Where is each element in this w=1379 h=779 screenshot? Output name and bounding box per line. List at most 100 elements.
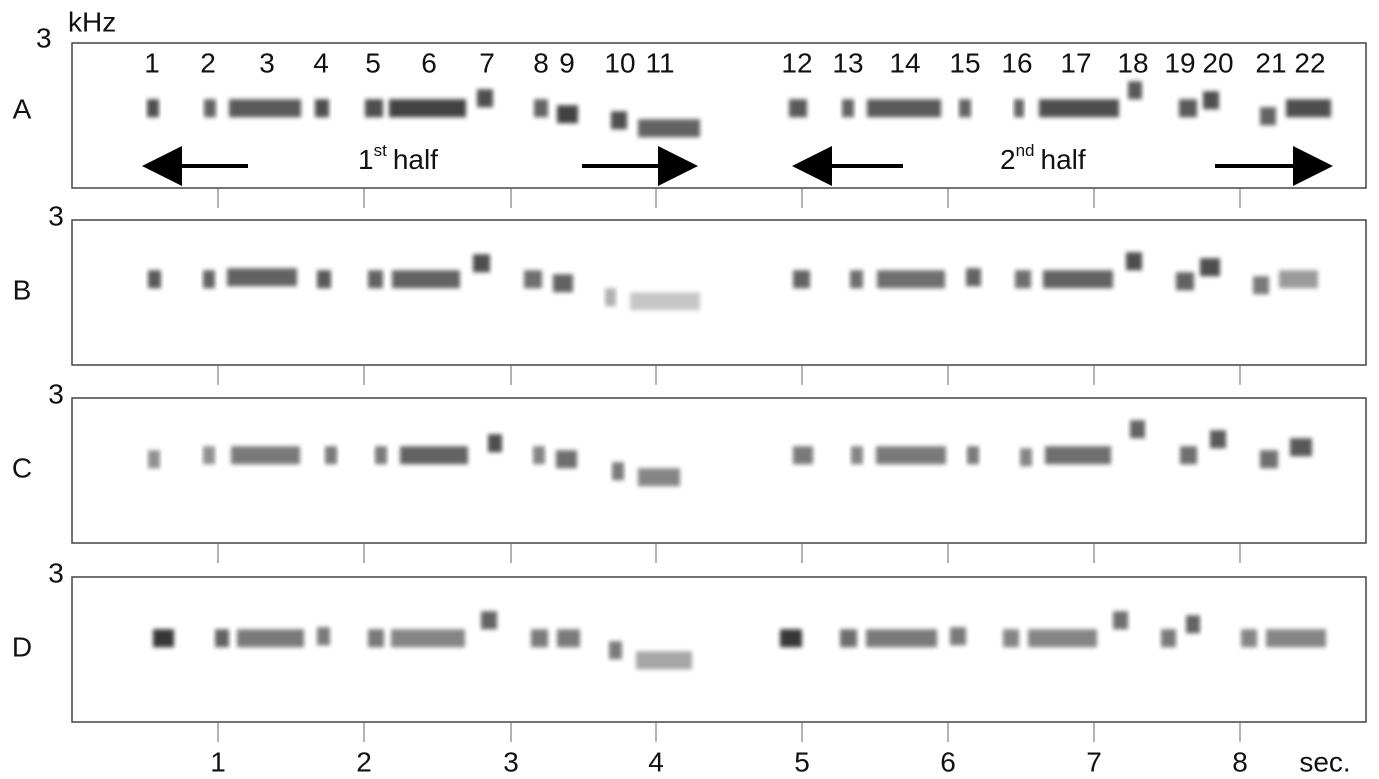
syllable <box>1113 611 1128 630</box>
syllable <box>203 270 215 289</box>
syllable <box>850 270 863 289</box>
syllable <box>389 99 466 118</box>
syllable <box>1200 258 1220 277</box>
syllable <box>877 270 945 289</box>
syllable <box>227 268 297 287</box>
syllable <box>636 651 692 670</box>
syllable <box>1176 272 1194 291</box>
note-number: 4 <box>313 47 329 78</box>
syllable <box>1279 270 1318 289</box>
note-number: 18 <box>1117 47 1148 78</box>
time-tick-label: 6 <box>940 746 956 777</box>
syllable <box>477 89 493 108</box>
syllable <box>368 629 384 648</box>
syllable <box>315 99 329 118</box>
note-number: 8 <box>533 47 549 78</box>
syllable <box>1128 81 1142 100</box>
time-tick-label: 8 <box>1232 746 1248 777</box>
syllable <box>1266 629 1326 648</box>
syllable <box>966 268 981 287</box>
syllable <box>1014 99 1024 118</box>
syllable <box>215 629 229 648</box>
syllable <box>1290 438 1312 457</box>
syllable <box>325 446 337 465</box>
syllable <box>1028 629 1097 648</box>
half-label: 1st half <box>358 141 438 175</box>
syllable <box>524 270 542 289</box>
panel-label: D <box>12 631 32 662</box>
syllable <box>237 629 304 648</box>
syllable <box>1130 420 1145 439</box>
syllable <box>842 99 854 118</box>
note-number: 22 <box>1294 47 1325 78</box>
syllable <box>1203 91 1219 110</box>
syllable <box>481 611 497 630</box>
note-number: 3 <box>259 47 275 78</box>
syllable <box>556 450 577 469</box>
time-tick-label: 1 <box>210 746 226 777</box>
note-number: 19 <box>1164 47 1195 78</box>
syllable <box>148 270 161 289</box>
syllable <box>147 99 159 118</box>
time-tick-label: 3 <box>503 746 519 777</box>
note-number: 7 <box>479 47 495 78</box>
syllable <box>531 629 548 648</box>
freq-unit: kHz <box>68 6 116 37</box>
syllable <box>400 446 468 465</box>
syllable <box>1043 270 1113 289</box>
syllable <box>1260 450 1278 469</box>
syllable <box>967 446 979 465</box>
syllable <box>534 99 548 118</box>
syllable <box>533 446 545 465</box>
syllable <box>638 119 700 138</box>
syllable <box>950 627 966 646</box>
syllable <box>1253 276 1269 295</box>
note-number: 5 <box>365 47 381 78</box>
syllable <box>368 270 383 289</box>
note-number: 21 <box>1255 47 1286 78</box>
panel-frame <box>71 576 1367 723</box>
note-number: 16 <box>1001 47 1032 78</box>
syllable <box>1039 99 1119 118</box>
syllable <box>789 99 807 118</box>
syllable <box>609 641 622 660</box>
syllable <box>793 270 810 289</box>
syllable <box>612 462 624 481</box>
syllable <box>1045 446 1111 465</box>
freq-max: 3 <box>48 557 64 588</box>
ordinal: 2 <box>1000 144 1016 175</box>
suffix: nd <box>1016 141 1035 160</box>
syllable <box>229 99 301 118</box>
time-tick-label: 4 <box>648 746 664 777</box>
syllable <box>840 629 857 648</box>
syllable <box>317 627 330 646</box>
freq-max: 3 <box>48 200 64 231</box>
syllable <box>317 270 331 289</box>
panel-label: A <box>13 93 32 124</box>
note-number: 2 <box>200 47 216 78</box>
syllable <box>557 629 580 648</box>
note-number: 6 <box>421 47 437 78</box>
syllable <box>1161 629 1176 648</box>
note-number: 15 <box>949 47 980 78</box>
syllable <box>851 446 863 465</box>
time-tick-label: 5 <box>794 746 810 777</box>
syllable <box>1003 629 1019 648</box>
syllable <box>876 446 946 465</box>
syllable <box>203 446 215 465</box>
syllable <box>866 629 937 648</box>
panels: A B 3 C 3 D 3 <box>12 42 1367 742</box>
time-tick-label: 2 <box>356 746 372 777</box>
note-number: 11 <box>645 47 674 78</box>
syllable <box>1180 446 1197 465</box>
panel-frame <box>71 219 1367 366</box>
syllable <box>959 99 971 118</box>
note-number: 20 <box>1202 47 1233 78</box>
note-number: 1 <box>144 47 160 78</box>
syllable <box>392 270 460 289</box>
syllable <box>204 99 216 118</box>
syllable <box>391 629 465 648</box>
syllable <box>557 105 578 124</box>
syllable <box>867 99 941 118</box>
syllable <box>1179 99 1197 118</box>
